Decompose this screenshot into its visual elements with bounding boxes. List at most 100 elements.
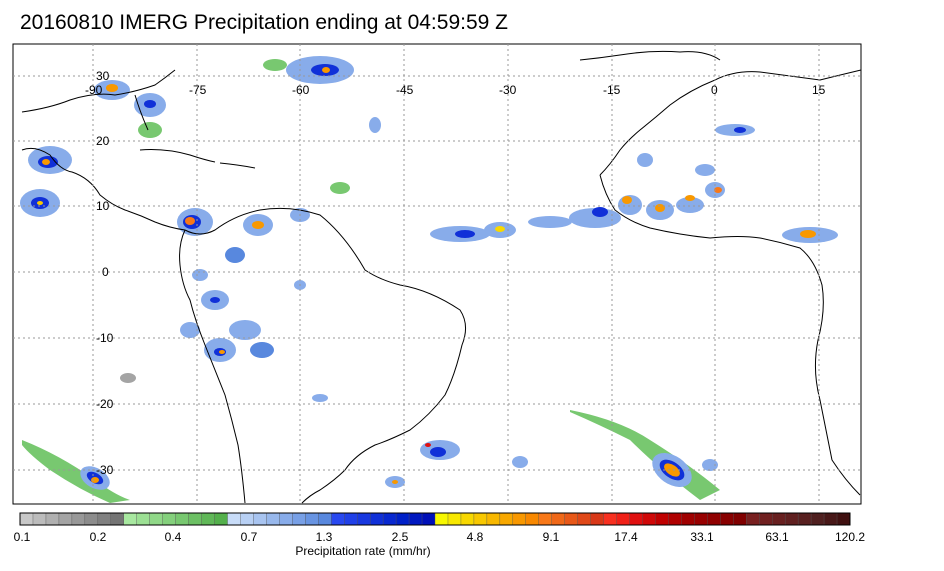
colorbar-swatch <box>32 512 47 526</box>
colorbar-label: 2.5 <box>392 530 409 544</box>
colorbar-title: Precipitation rate (mm/hr) <box>295 544 430 558</box>
lon-label: -90 <box>85 83 103 97</box>
colorbar-swatch <box>344 512 358 526</box>
lon-label: -45 <box>396 83 414 97</box>
precipitation-map: -90 -75 -60 -45 -30 -15 0 15 30 20 10 0 … <box>12 43 862 505</box>
colorbar-swatch <box>447 512 462 526</box>
colorbar-swatch <box>784 512 799 526</box>
map-frame <box>12 43 862 505</box>
colorbar-swatch <box>512 512 527 526</box>
colorbar-swatch <box>408 512 423 526</box>
colorbar-swatch <box>460 512 475 526</box>
colorbar-swatch <box>382 512 397 526</box>
colorbar-label: 1.3 <box>316 530 333 544</box>
colorbar-swatch <box>681 512 695 526</box>
lat-label: -20 <box>96 397 114 411</box>
colorbar-label: 0.1 <box>14 530 31 544</box>
colorbar-swatch <box>331 512 345 526</box>
colorbar-swatch <box>188 512 203 526</box>
colorbar-swatch <box>149 512 164 526</box>
colorbar-swatch <box>525 512 540 526</box>
colorbar-swatch <box>668 512 682 526</box>
colorbar-swatch <box>577 512 592 526</box>
colorbar-swatch <box>538 512 553 526</box>
colorbar-swatch <box>97 512 112 526</box>
colorbar-swatch <box>759 512 773 526</box>
colorbar-label: 0.2 <box>90 530 107 544</box>
colorbar-swatch <box>499 512 514 526</box>
colorbar-swatch <box>227 512 241 526</box>
coastlines <box>21 50 862 504</box>
colorbar-swatch <box>746 512 760 526</box>
lon-label: 15 <box>812 83 826 97</box>
lon-label: -75 <box>189 83 207 97</box>
colorbar-swatch <box>84 512 99 526</box>
colorbar-swatch <box>629 512 644 526</box>
latitude-labels: 30 20 10 0 -10 -20 -30 <box>96 69 114 477</box>
lon-label: -15 <box>603 83 621 97</box>
colorbar-swatch <box>603 512 618 526</box>
colorbar-swatch <box>655 512 669 526</box>
lon-label: 0 <box>711 83 718 97</box>
precipitation-cells <box>20 56 838 503</box>
colorbar-swatch <box>356 512 371 526</box>
colorbar-swatch <box>564 512 579 526</box>
colorbar-label: 17.4 <box>614 530 638 544</box>
colorbar-swatch <box>771 512 786 526</box>
colorbar-label: 9.1 <box>543 530 560 544</box>
lat-label: 0 <box>102 265 109 279</box>
colorbar-swatch <box>551 512 566 526</box>
lat-label: 30 <box>96 69 110 83</box>
colorbar-swatch <box>707 512 721 526</box>
lat-label: 20 <box>96 134 110 148</box>
graticule <box>13 44 861 504</box>
colorbar-swatch <box>292 512 306 526</box>
colorbar-label: 4.8 <box>467 530 484 544</box>
colorbar-swatch <box>58 512 73 526</box>
colorbar-swatch <box>733 512 747 526</box>
colorbar-swatch <box>421 512 436 526</box>
colorbar-swatch <box>305 512 319 526</box>
colorbar-swatch <box>836 512 851 526</box>
colorbar-swatch <box>175 512 190 526</box>
colorbar-label: 0.4 <box>165 530 182 544</box>
colorbar-label: 120.2 <box>835 530 865 544</box>
colorbar-swatch <box>318 512 332 526</box>
colorbar-swatch <box>162 512 177 526</box>
colorbar-swatch <box>214 512 228 526</box>
colorbar-swatch <box>240 512 254 526</box>
longitude-labels: -90 -75 -60 -45 -30 -15 0 15 <box>85 83 826 97</box>
colorbar-swatch <box>590 512 605 526</box>
lon-label: -60 <box>292 83 310 97</box>
colorbar-swatch <box>369 512 384 526</box>
lon-label: -30 <box>499 83 517 97</box>
colorbar-labels: 0.1 0.2 0.4 0.7 1.3 2.5 4.8 9.1 17.4 33.… <box>14 530 866 544</box>
colorbar-swatch <box>19 512 34 526</box>
colorbar-swatch <box>45 512 60 526</box>
colorbar-frame <box>19 512 851 526</box>
colorbar-swatches <box>19 512 851 526</box>
colorbar-swatch <box>434 512 449 526</box>
lat-label: 10 <box>96 199 110 213</box>
colorbar-swatch <box>136 512 151 526</box>
colorbar-swatch <box>720 512 734 526</box>
colorbar-swatch <box>797 512 812 526</box>
colorbar-swatch <box>473 512 488 526</box>
colorbar-swatch <box>823 512 838 526</box>
colorbar-label: 0.7 <box>241 530 258 544</box>
colorbar-swatch <box>279 512 293 526</box>
colorbar-swatch <box>395 512 410 526</box>
colorbar-label: 33.1 <box>690 530 714 544</box>
lat-label: -30 <box>96 463 114 477</box>
colorbar-swatch <box>266 512 280 526</box>
colorbar-swatch <box>616 512 631 526</box>
colorbar-swatch <box>110 512 125 526</box>
lat-label: -10 <box>96 331 114 345</box>
colorbar-label: 63.1 <box>765 530 789 544</box>
colorbar-swatch <box>486 512 501 526</box>
colorbar-swatch <box>201 512 216 526</box>
colorbar-swatch <box>71 512 86 526</box>
colorbar-swatch <box>810 512 825 526</box>
colorbar-swatch <box>253 512 267 526</box>
